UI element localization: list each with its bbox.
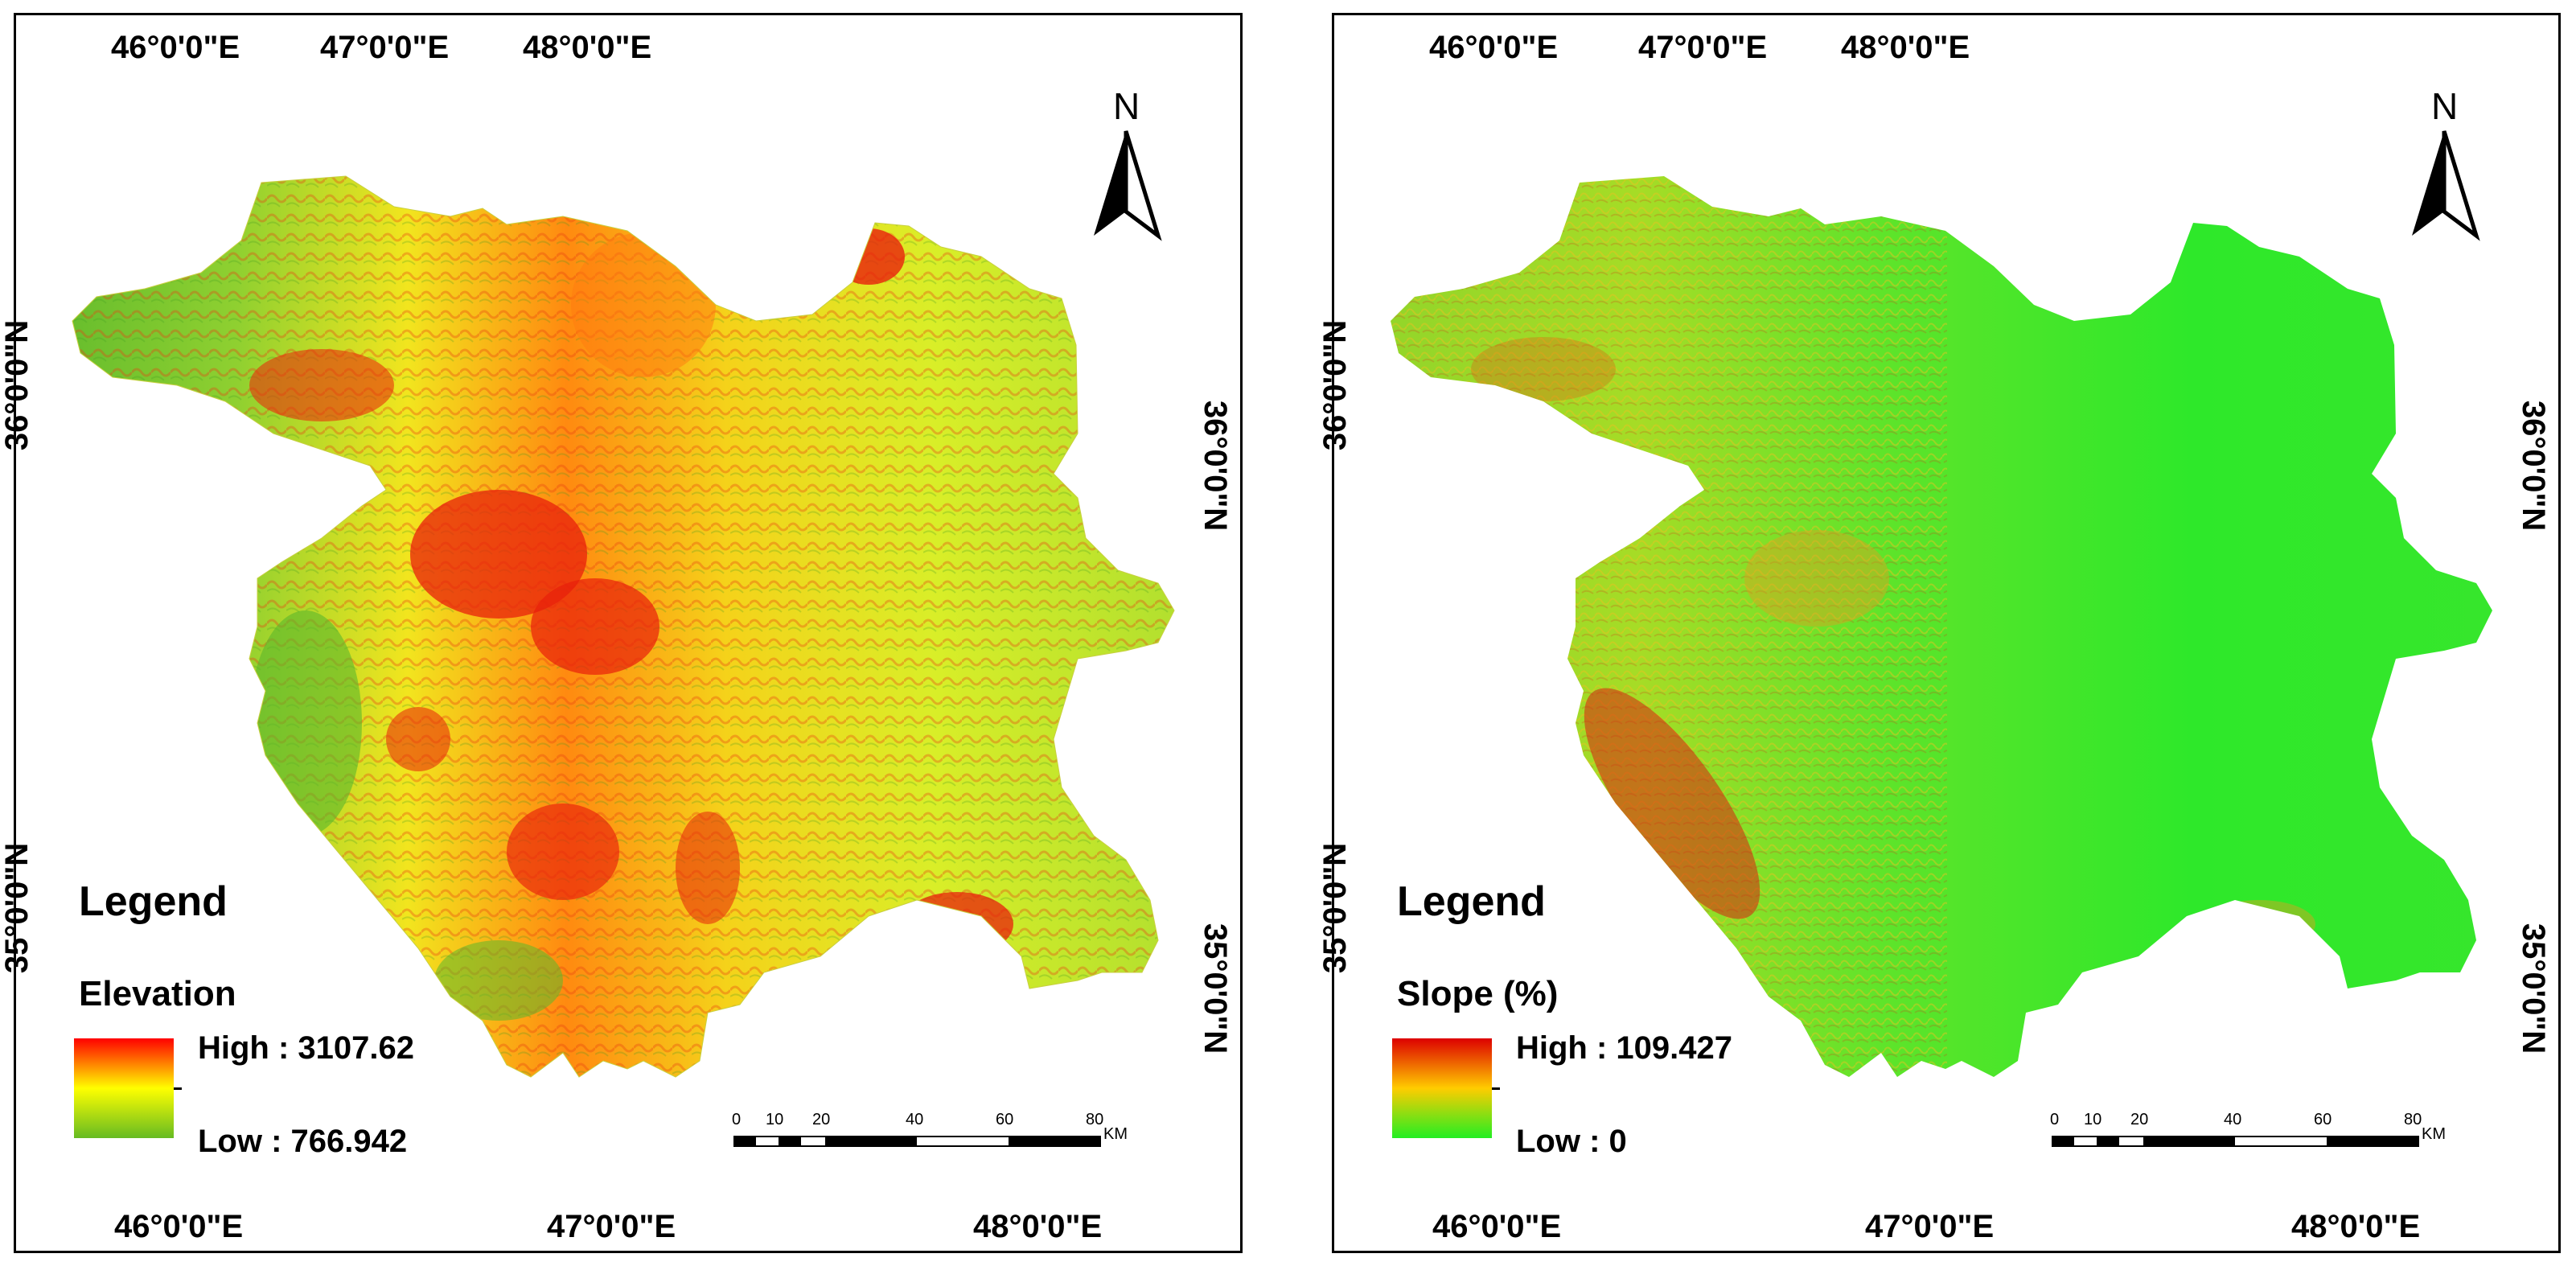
- right-latitude-label: 36°0'0"N: [2516, 400, 2552, 532]
- ramp-tick: [1492, 1087, 1500, 1090]
- right-latitude-label: 35°0'0"N: [1198, 923, 1234, 1054]
- scale-tick-label: 80: [2404, 1111, 2422, 1128]
- legend-title: Legend: [79, 878, 228, 925]
- top-longitude-label: 47°0'0"E: [320, 30, 450, 65]
- scale-tick-label: 40: [906, 1111, 924, 1128]
- slope-map-panel: 46°0'0"E 47°0'0"E 48°0'0"E 46°0'0"E 47°0…: [1317, 13, 2561, 1253]
- north-arrow-icon: [2412, 130, 2480, 241]
- legend-variable-label: Slope (%): [1397, 974, 1559, 1013]
- right-latitude-label: 36°0'0"N: [1198, 400, 1234, 532]
- legend-high-label: High : 3107.62: [198, 1030, 415, 1066]
- left-latitude-label: 36°0'0"N: [0, 319, 35, 451]
- scale-tick-label: 20: [2130, 1111, 2149, 1128]
- scale-tick-label: 40: [2224, 1111, 2242, 1128]
- elevation-color-ramp: [74, 1038, 174, 1138]
- left-latitude-label: 35°0'0"N: [1317, 842, 1354, 974]
- bottom-longitude-label: 47°0'0"E: [1865, 1209, 1995, 1244]
- bottom-longitude-label: 47°0'0"E: [547, 1209, 676, 1244]
- scale-unit-label: KM: [2422, 1125, 2446, 1143]
- top-longitude-label: 48°0'0"E: [523, 30, 652, 65]
- north-arrow: N: [2404, 84, 2484, 245]
- bottom-longitude-label: 48°0'0"E: [2291, 1209, 2421, 1244]
- left-latitude-label: 35°0'0"N: [0, 842, 35, 974]
- bottom-longitude-label: 46°0'0"E: [114, 1209, 244, 1244]
- north-label: N: [2431, 85, 2459, 127]
- north-arrow: N: [1086, 84, 1166, 245]
- scale-tick-label: 0: [2050, 1111, 2060, 1128]
- scale-tick-label: 10: [766, 1111, 784, 1128]
- left-latitude-label: 36°0'0"N: [1317, 319, 1354, 451]
- top-longitude-label: 47°0'0"E: [1638, 30, 1768, 65]
- slope-map: [1391, 176, 2492, 1077]
- north-label: N: [1113, 85, 1140, 127]
- north-arrow-icon: [1094, 130, 1162, 241]
- scale-tick-label: 60: [996, 1111, 1014, 1128]
- legend-variable-label: Elevation: [79, 974, 236, 1013]
- bottom-longitude-label: 46°0'0"E: [1432, 1209, 1562, 1244]
- scale-bar-graphic: [733, 1136, 1101, 1147]
- scale-bar: 0 10 20 40 60 80 KM: [2050, 1111, 2468, 1159]
- top-longitude-label: 46°0'0"E: [1429, 30, 1559, 65]
- scale-tick-label: 20: [812, 1111, 831, 1128]
- right-latitude-label: 35°0'0"N: [2516, 923, 2552, 1054]
- bottom-longitude-label: 48°0'0"E: [973, 1209, 1103, 1244]
- scale-tick-label: 60: [2314, 1111, 2332, 1128]
- legend-high-label: High : 109.427: [1516, 1030, 1733, 1066]
- elevation-map-panel: 46°0'0"E 47°0'0"E 48°0'0"E 46°0'0"E 47°0…: [0, 13, 1243, 1253]
- scale-tick-label: 10: [2084, 1111, 2102, 1128]
- scale-tick-label: 0: [732, 1111, 742, 1128]
- top-longitude-label: 46°0'0"E: [111, 30, 240, 65]
- ramp-tick: [174, 1087, 182, 1090]
- scale-bar: 0 10 20 40 60 80 KM: [732, 1111, 1150, 1159]
- scale-bar-graphic: [2052, 1136, 2419, 1147]
- top-longitude-label: 48°0'0"E: [1841, 30, 1970, 65]
- scale-tick-label: 80: [1086, 1111, 1104, 1128]
- elevation-map: [72, 175, 1175, 1078]
- slope-color-ramp: [1392, 1038, 1492, 1138]
- scale-unit-label: KM: [1103, 1125, 1128, 1143]
- legend-title: Legend: [1397, 878, 1546, 925]
- legend-low-label: Low : 0: [1516, 1124, 1627, 1159]
- legend-low-label: Low : 766.942: [198, 1124, 408, 1159]
